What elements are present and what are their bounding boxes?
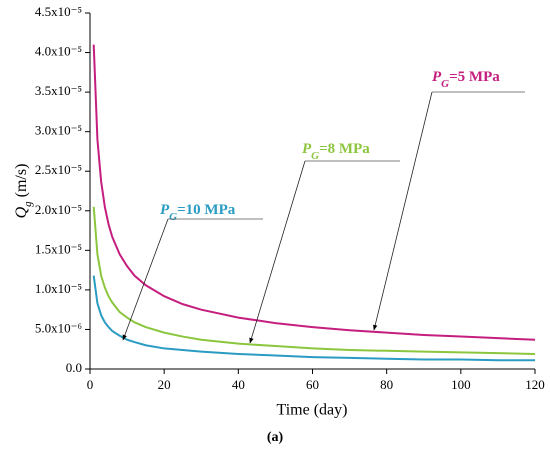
x-tick-label: 0 [87,377,94,392]
series-line [92,206,536,355]
x-tick-label: 80 [380,377,393,392]
y-tick-label: 2.5x10⁻⁵ [35,162,82,177]
caption: (a) [267,430,284,445]
x-tick-label: 100 [451,377,471,392]
series-label: PG=8 MPa [302,141,370,161]
y-tick-label: 2.0x10⁻⁵ [35,202,82,217]
series-line [92,275,535,362]
y-tick-label: 3.0x10⁻⁵ [35,123,82,138]
x-tick-label: 60 [306,377,319,392]
x-tick-label: 120 [525,377,545,392]
y-tick-label: 4.0x10⁻⁵ [35,44,82,59]
y-tick-label: 1.0x10⁻⁵ [35,281,82,296]
y-axis-label: Qg (m/s) [13,164,34,219]
x-tick-label: 20 [158,377,171,392]
y-tick-label: 4.5x10⁻⁵ [35,4,82,19]
arrow [373,91,433,331]
y-tick-label: 5.0x10⁻⁶ [35,320,82,335]
arrow [249,160,306,344]
series-label: PG=10 MPa [160,202,236,222]
arrow [122,218,169,341]
x-axis-label: Time (day) [277,402,348,419]
y-tick-label: 0.0 [66,360,82,375]
y-tick-label: 1.5x10⁻⁵ [35,241,82,256]
series-label: PG=5 MPa [432,69,500,89]
x-tick-label: 40 [232,377,245,392]
y-tick-label: 3.5x10⁻⁵ [35,83,82,98]
series-line [92,44,536,341]
